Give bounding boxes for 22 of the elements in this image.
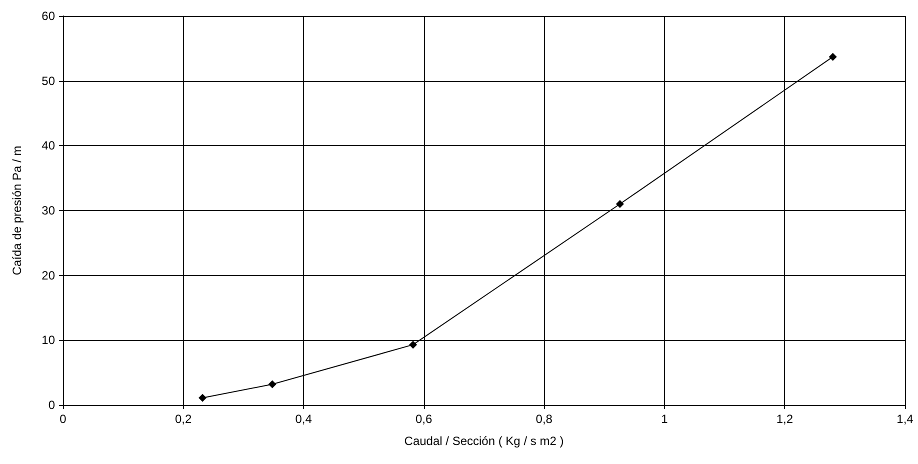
x-tick-label: 1,2 (776, 412, 794, 426)
point (828, 52, 837, 61)
y-tick-label: 50 (42, 74, 56, 88)
x-tick-label: 1 (661, 412, 668, 426)
point (616, 200, 624, 208)
point (198, 394, 207, 402)
x-tick-label: 0,2 (174, 412, 192, 426)
point (409, 340, 418, 349)
x-tick-label: 1,4 (896, 412, 914, 426)
y-tick-label: 20 (42, 268, 56, 282)
x-tick-label: 0,8 (536, 412, 553, 426)
point (268, 380, 276, 388)
y-tick-label: 40 (42, 138, 56, 153)
y-tick-label: 30 (42, 204, 56, 218)
y-tick-label: 10 (42, 333, 56, 348)
y-tick-label: 60 (42, 9, 56, 23)
x-tick-label: 0,4 (295, 412, 312, 426)
y-axis-title: Caída de presión Pa / m (10, 146, 24, 276)
y-tick-label: 0 (48, 398, 56, 412)
x-tick-label: 0,6 (416, 412, 433, 426)
x-tick-label: 0 (60, 412, 67, 426)
x-axis-title: Caudal / Sección ( Kg / s m2 ) (404, 434, 564, 448)
